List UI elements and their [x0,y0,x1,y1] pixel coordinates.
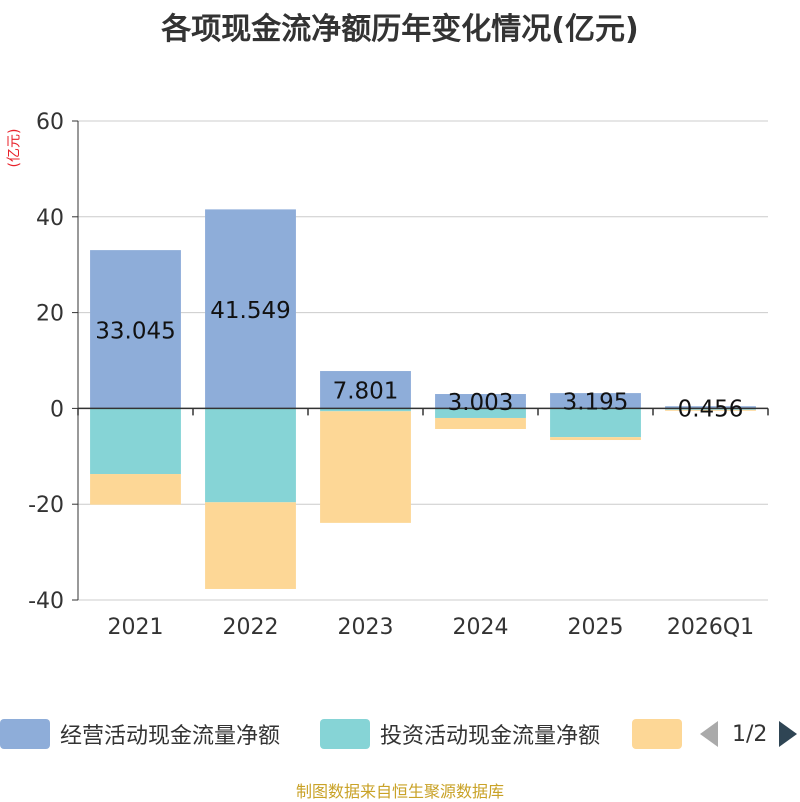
x-tick-label: 2022 [223,615,279,640]
data-label: 33.045 [95,318,175,344]
legend-swatch-investing [320,719,370,749]
data-label: 41.549 [210,298,290,324]
y-tick-label: 40 [36,206,64,231]
bar-series2-2026Q1 [665,409,756,411]
bar-series1-2024 [435,408,526,418]
bar-series0-2022 [205,209,296,409]
legend-label-investing: 投资活动现金流量净额 [380,724,601,749]
data-label: 7.801 [333,379,399,405]
data-label: 0.456 [678,396,744,422]
y-tick-label: -20 [28,493,64,518]
bar-series1-2023 [320,408,411,412]
y-tick-label: 60 [36,110,64,135]
data-label: 3.003 [448,390,514,416]
chart-title: 各项现金流净额历年变化情况(亿元) [161,12,639,47]
data-label: 3.195 [563,390,629,416]
x-tick-label: 2023 [338,615,394,640]
data-source-note: 制图数据来自恒生聚源数据库 [295,782,504,801]
bar-series2-2023 [320,411,411,523]
legend-next-arrow-icon[interactable] [779,721,798,747]
bar-series1-2025 [550,408,641,438]
legend-item-investing[interactable]: 投资活动现金流量净额 [320,716,600,752]
legend-prev-arrow-icon[interactable] [700,721,718,747]
bar-series0-2026Q1 [665,406,756,409]
bar-series2-2021 [90,474,181,505]
legend-item-operating[interactable]: 经营活动现金流量净额 [0,716,280,752]
legend-swatch-operating [0,719,50,749]
legend-pager: 1/2 [700,716,798,752]
y-tick-label: -40 [28,589,64,614]
bar-series2-2025 [550,437,641,441]
bar-series0-2021 [90,250,181,409]
bar-series1-2022 [205,408,296,503]
bar-series0-2023 [320,371,411,409]
legend-label-operating: 经营活动现金流量净额 [60,724,281,749]
legend-swatch-financing [632,719,682,749]
y-tick-label: 20 [36,302,64,327]
x-tick-label: 2026Q1 [667,615,754,640]
bar-series2-2022 [205,502,296,589]
x-tick-label: 2025 [568,615,624,640]
bar-series0-2025 [550,393,641,409]
legend-page-indicator: 1/2 [732,721,768,747]
x-tick-label: 2024 [453,615,509,640]
y-tick-label: 0 [50,397,64,422]
bar-series0-2024 [435,394,526,409]
bar-series1-2021 [90,408,181,475]
x-tick-label: 2021 [108,615,164,640]
legend-item-financing[interactable] [632,716,682,752]
bar-series2-2024 [435,417,526,429]
